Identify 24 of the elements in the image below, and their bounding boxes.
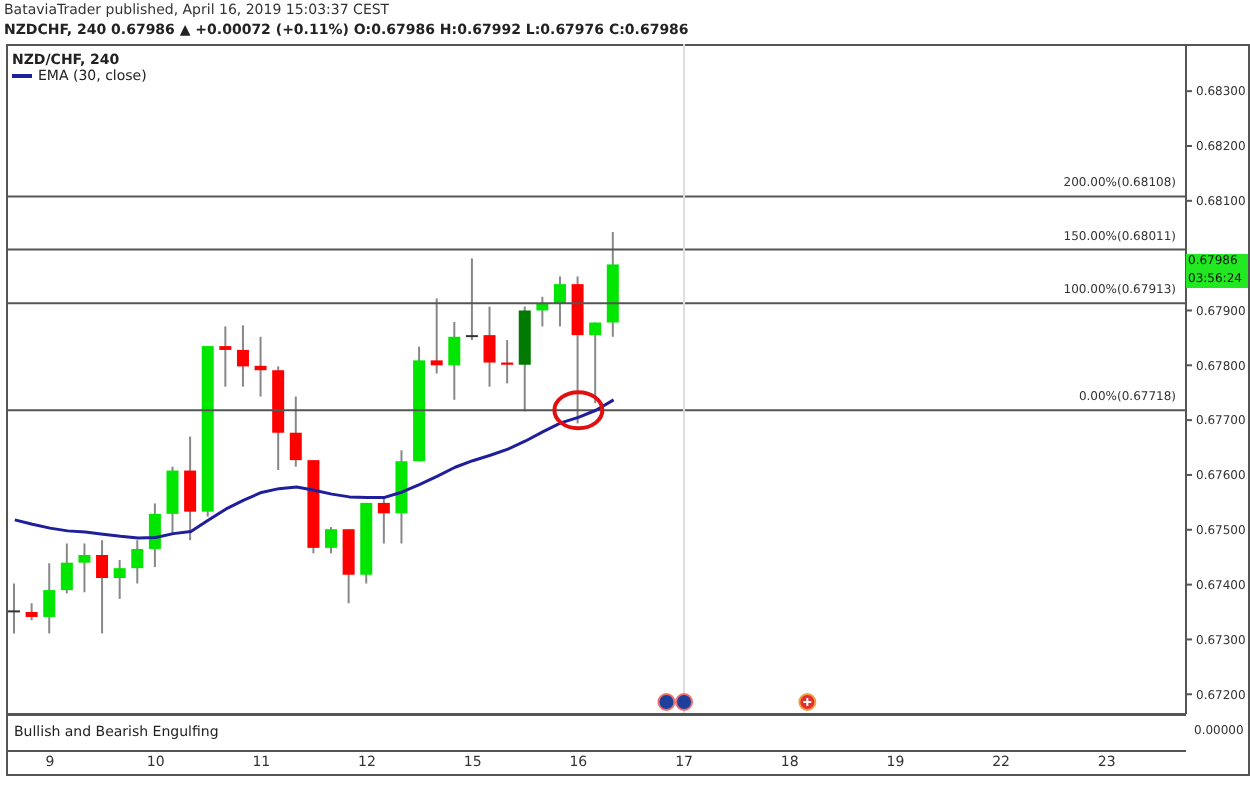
candlestick <box>60 542 73 595</box>
candlestick <box>325 526 338 555</box>
candlestick <box>43 562 56 635</box>
candlestick <box>166 465 179 535</box>
candlestick <box>501 339 514 385</box>
candlestick <box>377 495 390 545</box>
candlestick <box>483 305 496 388</box>
candlestick <box>465 257 478 342</box>
candlestick <box>589 321 602 405</box>
candlestick <box>96 539 109 635</box>
candlestick <box>553 275 566 328</box>
candlestick <box>131 539 144 585</box>
candlestick <box>78 542 91 594</box>
candlestick <box>219 325 232 388</box>
candlestick <box>8 582 20 635</box>
candlestick <box>148 502 161 569</box>
candlestick <box>184 435 197 542</box>
candlestick <box>342 528 355 605</box>
candlestick <box>236 324 249 388</box>
candlestick <box>448 320 461 401</box>
candlestick <box>289 395 302 468</box>
candlestick <box>430 297 443 375</box>
candlestick <box>254 335 267 398</box>
candlestick <box>113 558 126 600</box>
